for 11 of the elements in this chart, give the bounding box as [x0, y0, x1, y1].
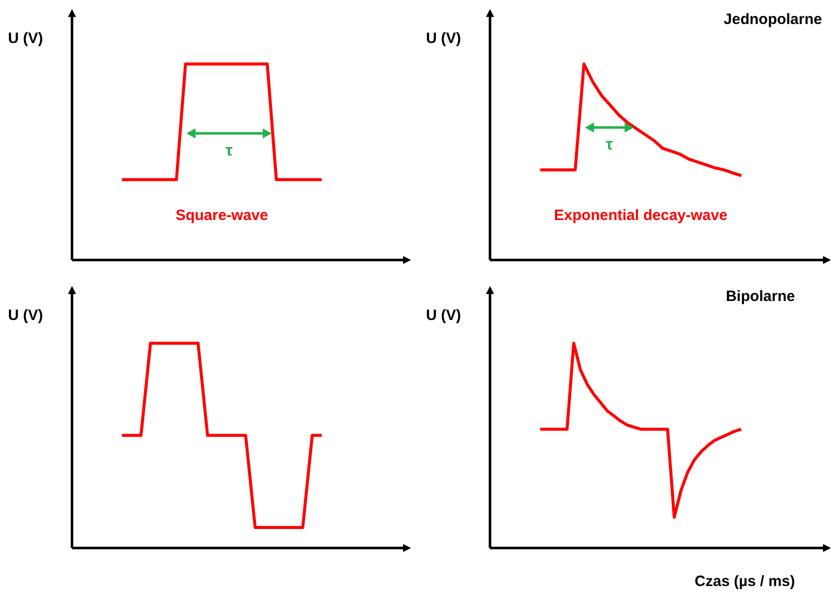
- chart-title: Bipolarne: [726, 288, 795, 305]
- y-axis-title: U (V): [426, 30, 461, 47]
- chart-title: Jednopolarne: [724, 11, 822, 28]
- y-axis-title: U (V): [8, 307, 43, 324]
- annotation: Square-wave: [176, 207, 268, 224]
- annotation: τ: [226, 142, 233, 160]
- annotation: τ: [606, 136, 613, 154]
- y-axis-title: U (V): [426, 307, 461, 324]
- y-axis-title: U (V): [8, 30, 43, 47]
- x-axis-title: Czas (µs / ms): [694, 573, 796, 590]
- annotation: Exponential decay-wave: [554, 207, 728, 224]
